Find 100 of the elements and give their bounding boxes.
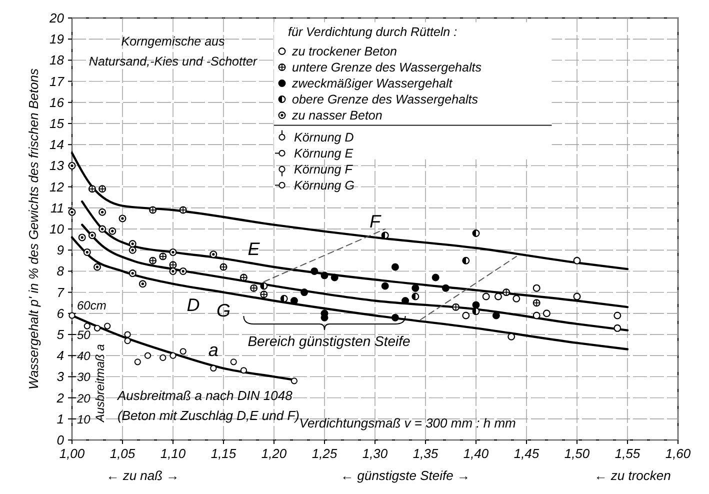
point bbox=[68, 162, 76, 170]
y2-tick-label: 50 bbox=[77, 328, 91, 342]
x-tick-label: 1,60 bbox=[665, 446, 692, 461]
point bbox=[149, 206, 157, 214]
point bbox=[432, 274, 440, 282]
y2-tick-label: 30 bbox=[77, 370, 91, 384]
point bbox=[94, 324, 101, 332]
legend-label: zweckmäßiger Wassergehalt bbox=[291, 76, 453, 91]
point bbox=[542, 310, 550, 318]
x-tick-label: 1,30 bbox=[362, 446, 388, 461]
point bbox=[412, 292, 420, 300]
point bbox=[124, 331, 131, 338]
annotation: Korngemische aus bbox=[121, 34, 225, 48]
y-tick-label: 18 bbox=[50, 52, 65, 68]
x-tick-label: 1,00 bbox=[59, 446, 86, 461]
point bbox=[532, 284, 540, 292]
point bbox=[240, 367, 247, 374]
legend-label: obere Grenze des Wassergehalts bbox=[292, 92, 478, 107]
point bbox=[94, 263, 101, 271]
point bbox=[492, 312, 500, 320]
y2-tick-label: 40 bbox=[77, 349, 91, 364]
legend-label: zu trockener Beton bbox=[291, 44, 397, 59]
point bbox=[169, 267, 177, 275]
point bbox=[88, 232, 96, 240]
x-tick-label: 1,40 bbox=[463, 446, 490, 461]
point bbox=[462, 256, 470, 264]
annotation: a bbox=[208, 340, 218, 360]
point bbox=[290, 296, 298, 304]
point bbox=[144, 352, 152, 359]
point bbox=[88, 185, 96, 193]
point bbox=[512, 294, 520, 302]
point bbox=[472, 229, 480, 237]
x-tick-label: 1,10 bbox=[160, 446, 186, 461]
y-tick-label: 16 bbox=[50, 94, 65, 110]
point bbox=[412, 284, 420, 292]
y-axis-title: Wassergehalt p' in % des Gewichts des frischen Betons bbox=[26, 68, 41, 390]
annotation: D bbox=[186, 295, 200, 316]
point bbox=[159, 252, 167, 260]
point bbox=[250, 284, 258, 292]
annotation: F bbox=[370, 211, 382, 232]
y-tick-label: 11 bbox=[50, 200, 64, 216]
point bbox=[442, 284, 450, 292]
point bbox=[472, 308, 480, 316]
point bbox=[68, 312, 76, 319]
point bbox=[290, 378, 298, 384]
y-tick-label: 20 bbox=[48, 10, 65, 26]
annotation: Körnung D bbox=[294, 130, 354, 145]
point bbox=[260, 290, 268, 298]
point bbox=[502, 288, 510, 296]
text: ← zu naß → bbox=[106, 468, 180, 483]
point bbox=[300, 288, 308, 296]
point bbox=[98, 208, 106, 216]
y-tick-label: 17 bbox=[50, 74, 65, 89]
point bbox=[614, 324, 622, 332]
y-tick-label: 8 bbox=[56, 264, 65, 279]
y2-tick-label: 10 bbox=[77, 412, 91, 426]
y-tick-label: 4 bbox=[56, 348, 64, 364]
point bbox=[98, 185, 106, 193]
y-tick-label: 10 bbox=[50, 222, 65, 236]
annotation: Körnung G bbox=[294, 178, 355, 193]
annotation: Körnung E bbox=[294, 146, 354, 161]
point bbox=[381, 282, 389, 290]
point bbox=[179, 267, 187, 275]
point bbox=[391, 314, 399, 322]
y-tick-label: 0 bbox=[56, 432, 65, 448]
point bbox=[614, 312, 622, 320]
point bbox=[230, 358, 237, 366]
point bbox=[330, 274, 338, 282]
point bbox=[180, 348, 186, 355]
x-tick-label: 1,25 bbox=[312, 446, 338, 461]
point bbox=[280, 294, 288, 302]
annotation: Ausbreitmaß a nach DIN 1048 bbox=[116, 388, 294, 403]
annotation: Körnung F bbox=[294, 162, 354, 177]
y2-tick-label: 60cm bbox=[77, 298, 106, 312]
point bbox=[494, 292, 502, 300]
point bbox=[532, 299, 540, 307]
y-tick-label: 9 bbox=[56, 242, 64, 258]
point bbox=[260, 282, 268, 290]
y-tick-label: 2 bbox=[56, 390, 65, 406]
point bbox=[472, 301, 480, 309]
point bbox=[310, 267, 318, 275]
point bbox=[134, 358, 141, 366]
point bbox=[320, 272, 328, 280]
point bbox=[128, 270, 136, 278]
x-tick-label: 1,20 bbox=[261, 446, 288, 461]
y-tick-label: 19 bbox=[50, 32, 64, 47]
y-tick-label: 5 bbox=[56, 327, 65, 342]
point bbox=[210, 250, 218, 258]
point bbox=[78, 234, 86, 242]
point bbox=[179, 206, 187, 214]
y2-tick-label: 20 bbox=[76, 391, 91, 406]
y-tick-label: 1 bbox=[56, 411, 64, 426]
point bbox=[573, 292, 581, 300]
annotation: Bereich günstigsten Steife bbox=[248, 332, 411, 349]
point bbox=[104, 322, 111, 330]
point bbox=[124, 338, 131, 344]
y-tick-label: 14 bbox=[50, 137, 64, 152]
x-tick-label: 1,35 bbox=[412, 446, 439, 461]
point bbox=[532, 312, 540, 320]
point bbox=[240, 274, 248, 282]
